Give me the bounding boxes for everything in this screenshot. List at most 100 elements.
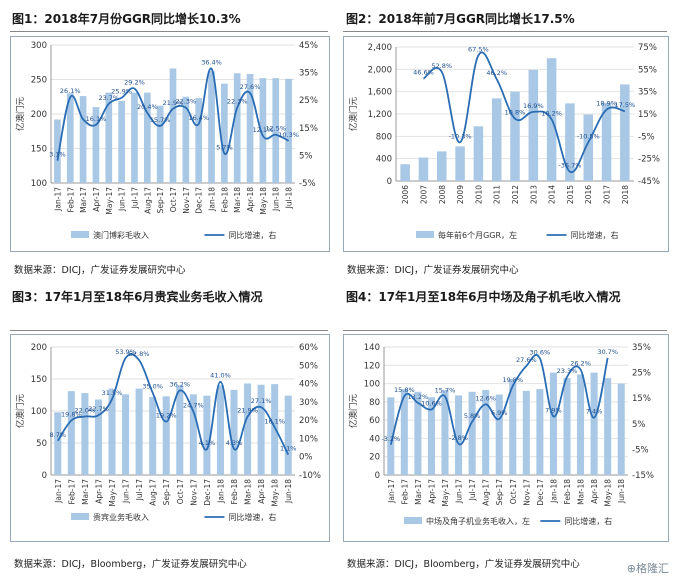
data-label: 27.6%	[240, 83, 261, 91]
bar	[482, 389, 490, 475]
y-tick-label: 100	[31, 179, 47, 189]
bar	[418, 157, 429, 181]
y-axis-label: 亿澳门元	[15, 394, 26, 429]
bar	[233, 73, 241, 183]
data-label: 41.0%	[210, 372, 231, 380]
x-tick-label: Oct-17	[509, 479, 518, 504]
bar	[491, 98, 502, 181]
data-label: 7.9%	[545, 406, 562, 414]
bar	[272, 78, 280, 183]
y2-tick-label: 15%	[638, 110, 657, 120]
series-line	[56, 67, 289, 161]
bar	[54, 412, 62, 475]
y2-tick-label: 0%	[299, 453, 313, 463]
legend-bar-swatch	[416, 231, 434, 238]
data-label: 16.1%	[86, 115, 107, 123]
chart-2-panel: 0 400 800 1,200 1,600 2,000 2,400 -45% -25% -5% 15…	[343, 36, 669, 252]
y2-tick-label: 5%	[632, 420, 646, 430]
x-tick-label: Sep-17	[162, 479, 171, 506]
x-tick-label: Jan-18	[216, 479, 225, 504]
bar	[495, 394, 503, 475]
data-label: -36.7%	[558, 162, 581, 170]
data-label: 22.7%	[88, 405, 109, 413]
bar	[108, 388, 116, 475]
y-tick-label: 120	[364, 361, 380, 371]
legend-bar-label: 每年前6个月GGR，左	[438, 230, 517, 240]
y2-tick-label: 25%	[632, 369, 651, 379]
x-tick-label: Dec-17	[203, 479, 212, 506]
bar	[509, 379, 517, 475]
x-tick-label: Feb-18	[563, 479, 572, 505]
x-tick-label: 2007	[419, 185, 428, 204]
bar	[617, 383, 625, 475]
x-tick-label: Aug-17	[143, 187, 152, 214]
bar	[455, 146, 465, 181]
data-label: 17.5%	[615, 101, 636, 109]
y-tick-label: 200	[31, 343, 47, 353]
x-tick-label: Apr-17	[94, 479, 103, 504]
data-label: 24.7%	[183, 402, 204, 410]
x-tick-label: Oct-17	[176, 479, 185, 504]
x-tick-label: Jun-17	[455, 479, 464, 504]
x-tick-label: Feb-17	[400, 479, 409, 505]
y-tick-label: 150	[31, 375, 47, 385]
y2-tick-label: -15%	[632, 471, 654, 481]
x-tick-label: May-18	[271, 479, 280, 507]
x-tick-label: Jun-17	[122, 479, 131, 504]
bar	[528, 69, 539, 181]
y2-tick-label: 30%	[299, 398, 318, 408]
legend-bar-swatch	[71, 231, 89, 238]
data-label: 4.3%	[226, 439, 243, 447]
chart-3-panel: 0 50 100 150 200 -10% 0% 10% 20% 30% 40% 50% 60% 亿澳门元…	[10, 334, 330, 542]
y-tick-label: 50	[36, 439, 47, 449]
data-label: 25.9%	[111, 88, 132, 96]
data-label: 23.7%	[98, 94, 119, 102]
chart-1-source: 数据来源：DICJ，广发证券发展研究中心	[14, 265, 186, 276]
y-tick-label: 20	[369, 453, 380, 463]
bar	[79, 96, 87, 183]
chart-4-source: 数据来源：DICJ，Bloomberg，广发证券发展研究中心	[347, 559, 580, 570]
bar	[54, 119, 61, 183]
x-tick-label: Nov-17	[189, 479, 198, 506]
data-label: 30.7%	[597, 348, 618, 356]
bar	[230, 389, 238, 475]
y-tick-label: 100	[31, 407, 47, 417]
bar	[92, 107, 100, 183]
chart-3-svg: 0 50 100 150 200 -10% 0% 10% 20% 30% 40% 50% 60% 亿澳门元…	[15, 343, 321, 522]
x-tick-label: 2016	[584, 185, 593, 204]
x-tick-label: Oct-17	[169, 187, 178, 212]
y-tick-label: 2,400	[368, 43, 392, 53]
data-label: 7.4%	[586, 408, 603, 416]
data-label: 6.9%	[491, 409, 508, 417]
bar	[427, 397, 435, 475]
y2-tick-label: 20%	[299, 416, 318, 426]
data-label: 30.6%	[530, 348, 551, 356]
x-tick-label: Mar-18	[233, 187, 242, 213]
y-tick-label: 80	[369, 398, 380, 408]
y2-tick-label: 35%	[632, 343, 651, 353]
chart-1-title: 图1：2018年7月份GGR同比增长10.3%	[12, 12, 241, 26]
x-tick-label: Dec-17	[536, 479, 545, 506]
bar	[105, 92, 113, 183]
series-line	[389, 354, 609, 446]
data-label: 46.6%	[413, 69, 434, 77]
x-tick-label: Jun-18	[617, 479, 626, 504]
data-label: 16.1%	[264, 417, 285, 425]
x-tick-label: Jan-17	[387, 479, 396, 504]
bar	[522, 390, 530, 475]
x-tick-label: Jan-17	[53, 187, 62, 212]
bar	[216, 385, 224, 475]
bar	[208, 71, 215, 183]
data-label: 36.2%	[169, 381, 190, 389]
x-tick-label: 2015	[566, 185, 575, 204]
x-tick-label: May-18	[259, 187, 268, 215]
y-tick-label: 0	[387, 177, 392, 187]
x-tick-label: 2017	[603, 185, 612, 204]
x-tick-label: Feb-17	[67, 479, 76, 505]
y-tick-label: 140	[364, 343, 380, 353]
y-tick-label: 300	[31, 41, 47, 51]
bar	[577, 374, 585, 475]
chart-3-title: 图3：17年1月至18年6月贵宾业务毛收入情况	[12, 290, 263, 304]
x-tick-label: Jul-17	[135, 479, 144, 502]
y-tick-label: 800	[376, 132, 392, 142]
